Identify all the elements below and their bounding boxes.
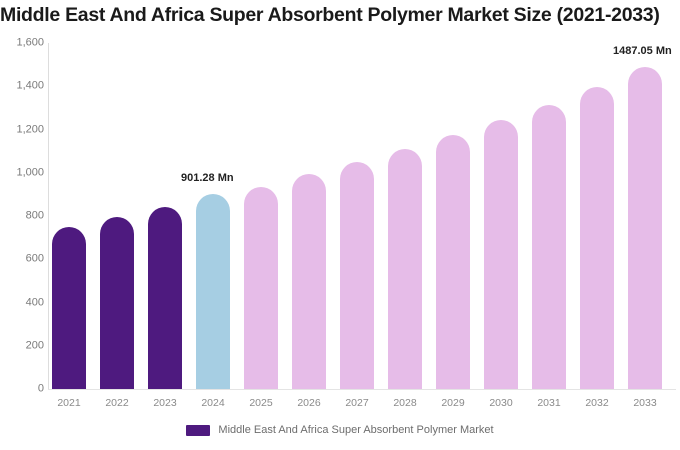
x-axis-tick-label: 2021 <box>57 397 81 409</box>
x-axis-line <box>48 389 676 390</box>
bar-value-label-2024: 901.28 Mn <box>181 172 234 185</box>
x-axis-tick-label: 2026 <box>297 397 321 409</box>
y-axis-tick-label: 200 <box>25 339 44 352</box>
y-axis-tick-label: 0 <box>37 382 44 395</box>
bar-2031[interactable] <box>532 104 566 389</box>
y-axis-line <box>48 43 49 389</box>
legend: Middle East And Africa Super Absorbent P… <box>0 424 680 436</box>
legend-swatch-market <box>186 424 211 436</box>
bar-2030[interactable] <box>484 119 518 389</box>
bar-2022[interactable] <box>100 217 134 389</box>
y-axis-tick-label: 1,200 <box>16 123 44 135</box>
y-axis-tick-label: 800 <box>25 209 44 222</box>
x-axis-tick-label: 2031 <box>537 397 561 409</box>
y-axis-tick-label: 400 <box>25 296 44 308</box>
x-axis-tick-label: 2028 <box>393 397 417 409</box>
x-axis-tick-label: 2025 <box>249 397 273 409</box>
bar-2023[interactable] <box>148 207 182 389</box>
bar-2033[interactable] <box>628 67 662 389</box>
bar-2029[interactable] <box>436 134 470 389</box>
x-axis-tick-label: 2030 <box>489 397 513 409</box>
bar-2024[interactable] <box>196 194 230 389</box>
bar-2026[interactable] <box>292 173 326 389</box>
x-axis-tick-label: 2024 <box>201 397 225 409</box>
bar-2025[interactable] <box>244 186 278 389</box>
y-axis: 1,600 1,400 1,200 1,000 800 600 400 200 0 <box>0 0 44 450</box>
y-axis-tick-label: 1,600 <box>16 36 44 49</box>
x-axis-tick-label: 2022 <box>105 397 129 409</box>
legend-label-market: Middle East And Africa Super Absorbent P… <box>218 424 494 436</box>
x-axis-tick-label: 2027 <box>345 397 369 409</box>
bar-2021[interactable] <box>52 226 86 389</box>
bar-2028[interactable] <box>388 148 422 389</box>
bar-2032[interactable] <box>580 87 614 389</box>
x-axis-tick-label: 2029 <box>441 397 465 409</box>
y-axis-tick-label: 1,000 <box>16 166 44 179</box>
chart-title: Middle East And Africa Super Absorbent P… <box>0 4 660 26</box>
y-axis-tick-label: 1,400 <box>16 79 44 92</box>
x-axis-tick-label: 2032 <box>585 397 609 409</box>
bar-2027[interactable] <box>340 161 374 389</box>
y-axis-tick-label: 600 <box>25 252 44 265</box>
bar-value-label-2033: 1487.05 Mn <box>613 45 672 58</box>
x-axis-tick-label: 2033 <box>633 397 657 409</box>
x-axis-tick-label: 2023 <box>153 397 177 409</box>
